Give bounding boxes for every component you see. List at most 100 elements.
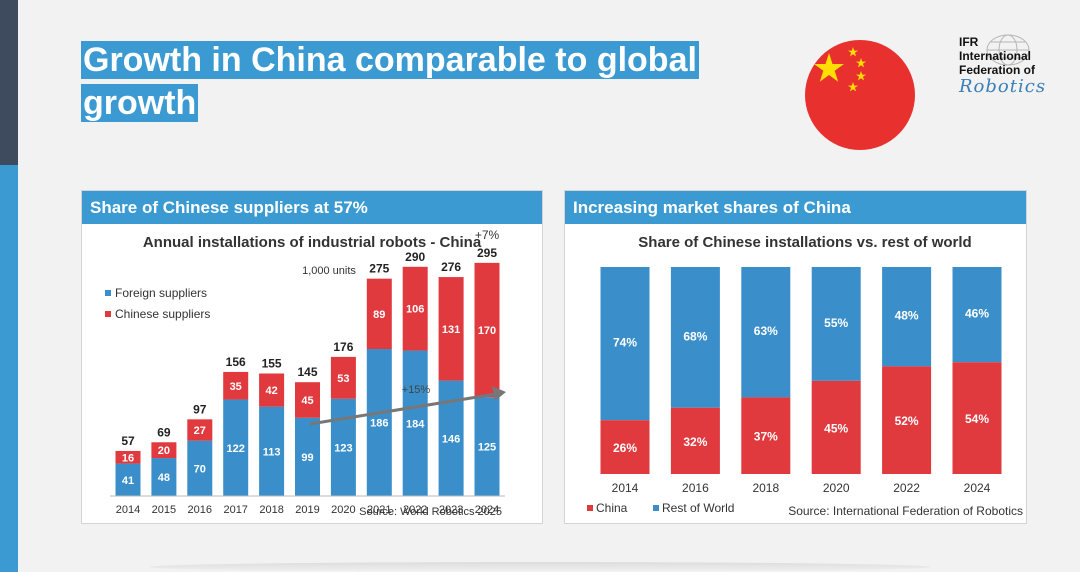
total-value-label: 275: [369, 262, 389, 276]
legend-label: Chinese suppliers: [115, 307, 210, 321]
x-tick-label: 2022: [403, 504, 427, 516]
globe-icon: [986, 34, 1030, 66]
x-tick-label: 2021: [367, 504, 391, 516]
logo-ifr: IFR: [959, 35, 979, 49]
foreign-bar: [187, 440, 213, 496]
x-tick-label: 2024: [964, 481, 991, 495]
foreign-value-label: 48: [158, 472, 170, 484]
foreign-bar: [223, 399, 249, 496]
china-value-label: 52%: [895, 414, 919, 428]
rest-of-world-value-label: 74%: [613, 336, 637, 350]
china-bar: [670, 407, 720, 474]
side-accent-dark: [0, 0, 18, 165]
foreign-bar: [402, 350, 428, 496]
x-tick-label: 2016: [682, 481, 709, 495]
growth-label-top: +7%: [475, 228, 500, 242]
legend-label: China: [596, 501, 628, 515]
legend-swatch: [587, 505, 593, 511]
x-tick-label: 2018: [259, 504, 283, 516]
side-accent-blue: [0, 165, 18, 572]
china-bar: [600, 420, 650, 474]
total-value-label: 145: [297, 365, 317, 379]
china-value-label: 32%: [683, 435, 707, 449]
china-bar: [741, 397, 791, 474]
total-value-label: 290: [405, 250, 425, 264]
rest-of-world-value-label: 46%: [965, 307, 989, 321]
total-value-label: 69: [157, 425, 171, 439]
growth-arrow-label: +15%: [402, 384, 431, 396]
chinese-value-label: 89: [373, 309, 385, 321]
foreign-bar: [151, 458, 177, 496]
china-value-label: 37%: [754, 430, 778, 444]
chinese-value-label: 20: [158, 445, 170, 457]
chinese-bar: [330, 356, 356, 399]
rest-of-world-value-label: 55%: [824, 316, 848, 330]
right-chart-panel: Increasing market shares of China Share …: [564, 190, 1027, 524]
total-value-label: 155: [262, 357, 282, 371]
x-tick-label: 2017: [223, 504, 247, 516]
chinese-bar: [223, 371, 249, 400]
logo-international: International: [959, 49, 1032, 63]
left-legend: Foreign suppliers Chinese suppliers: [105, 286, 210, 321]
chinese-bar: [259, 373, 285, 407]
chinese-value-label: 35: [230, 381, 242, 393]
share-chart: Share of Chinese installations vs. rest …: [587, 234, 1023, 518]
china-flag-icon: [805, 40, 915, 150]
foreign-value-label: 123: [334, 442, 352, 454]
rest-of-world-bar: [811, 267, 861, 381]
foreign-bar: [330, 398, 356, 496]
x-tick-label: 2024: [475, 504, 499, 516]
chinese-value-label: 53: [337, 373, 349, 385]
total-value-label: 276: [441, 260, 461, 274]
total-value-label: 156: [226, 355, 246, 369]
right-chart-title: Share of Chinese installations vs. rest …: [638, 234, 971, 251]
chinese-value-label: 131: [442, 324, 460, 336]
chinese-bar: [402, 266, 428, 351]
foreign-value-label: 122: [227, 443, 245, 455]
foreign-value-label: 184: [406, 418, 425, 430]
x-tick-label: 2018: [752, 481, 779, 495]
foreign-bar: [259, 406, 285, 496]
slide-title-line-1: Growth in China comparable to global: [81, 41, 699, 79]
x-tick-label: 2014: [612, 481, 639, 495]
foreign-value-label: 41: [122, 475, 134, 487]
foreign-value-label: 70: [194, 463, 206, 475]
legend-label: Rest of World: [662, 501, 734, 515]
logo-robotics: Robotics: [959, 76, 1047, 97]
rest-of-world-bar: [882, 267, 932, 367]
x-tick-label: 2014: [116, 504, 140, 516]
right-source: Source: International Federation of Robo…: [788, 504, 1023, 518]
x-tick-label: 2020: [331, 504, 355, 516]
foreign-bar: [115, 463, 141, 496]
chinese-value-label: 16: [122, 452, 134, 464]
x-tick-label: 2023: [439, 504, 463, 516]
growth-arrow-head: [492, 386, 506, 401]
chinese-bar: [438, 277, 464, 381]
rest-of-world-value-label: 68%: [683, 329, 707, 343]
legend-label: Foreign suppliers: [115, 286, 207, 300]
rest-of-world-bar: [670, 267, 720, 408]
foreign-value-label: 99: [301, 452, 313, 464]
foreign-value-label: 146: [442, 433, 460, 445]
chinese-bar: [187, 419, 213, 441]
right-legend: China Rest of World: [587, 501, 734, 515]
chinese-value-label: 45: [301, 395, 313, 407]
rest-of-world-value-label: 63%: [754, 324, 778, 338]
foreign-bar: [295, 417, 320, 496]
ifr-logo: IFR International Federation of Robotics: [955, 34, 1065, 105]
chinese-value-label: 106: [406, 304, 424, 316]
total-value-label: 57: [121, 434, 135, 448]
foreign-bar: [474, 397, 500, 496]
right-panel-header: Increasing market shares of China: [565, 191, 1026, 224]
chinese-bar: [115, 450, 141, 464]
legend-swatch: [653, 505, 659, 511]
china-bar: [811, 380, 861, 474]
china-bar: [882, 366, 932, 474]
foreign-value-label: 186: [370, 418, 388, 430]
left-chart-title: Annual installations of industrial robot…: [143, 234, 482, 251]
foreign-bar: [366, 349, 392, 496]
growth-arrow-line: [309, 392, 497, 426]
total-value-label: 176: [333, 340, 353, 354]
chinese-bar: [366, 278, 392, 349]
foreign-value-label: 125: [478, 442, 496, 454]
